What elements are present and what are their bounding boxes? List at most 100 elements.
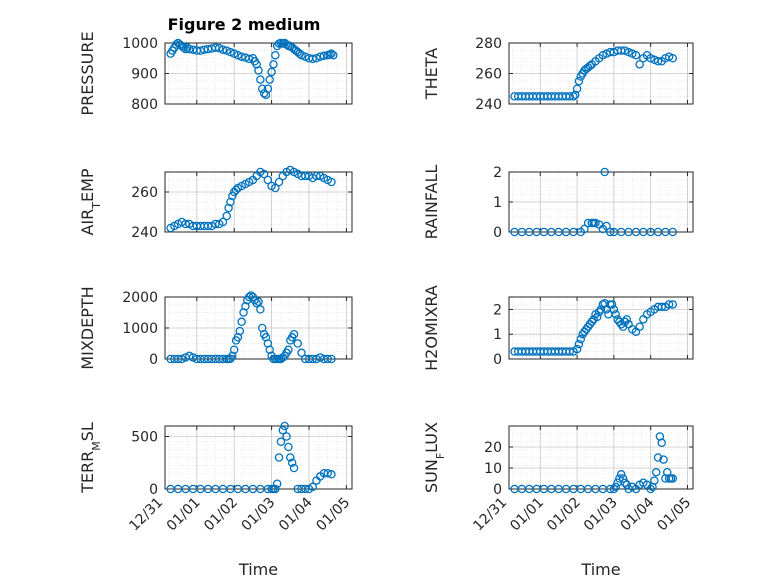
- data-point: [323, 354, 332, 364]
- y-axis-label: H2OMIXRA: [422, 285, 441, 371]
- y-axis-label: RAINFALL: [422, 165, 441, 240]
- data-point: [327, 49, 336, 58]
- y-axis-label: AIRTEMP: [78, 168, 103, 235]
- y-tick-label: 800: [131, 97, 158, 113]
- data-point: [263, 175, 273, 185]
- data-point: [668, 227, 678, 237]
- data-point: [329, 50, 338, 60]
- data-point: [254, 66, 263, 75]
- data-point: [272, 479, 282, 488]
- data-point: [587, 317, 597, 327]
- series-points: [510, 298, 678, 356]
- data-point: [218, 217, 228, 227]
- data-point: [618, 474, 628, 483]
- data-point: [263, 84, 273, 94]
- data-point: [278, 425, 288, 435]
- y-axis-label: TERRMSL: [78, 422, 103, 494]
- data-point: [274, 453, 284, 462]
- data-point: [254, 297, 263, 306]
- y-tick-label: 900: [131, 67, 158, 83]
- y-tick-label: 280: [475, 36, 502, 52]
- data-point: [668, 300, 678, 309]
- data-point: [224, 203, 233, 213]
- data-point: [287, 458, 297, 467]
- y-axis-label: THETA: [422, 48, 441, 100]
- subplot-terr-msl: 0 500 TERRMSL 12/3101/0101/0201/0301/0401/0…: [78, 421, 353, 579]
- axes-box: [508, 296, 694, 360]
- data-point: [228, 191, 237, 201]
- data-point: [185, 351, 194, 361]
- data-point: [635, 322, 644, 332]
- data-point: [211, 219, 220, 229]
- data-point: [226, 197, 235, 207]
- x-tick-label: 12/31: [126, 495, 166, 535]
- data-point: [229, 345, 239, 354]
- data-point: [300, 52, 310, 61]
- subplot-rainfall: 0 1 2 RAINFALL: [422, 165, 694, 241]
- series-points: [166, 291, 336, 364]
- data-point: [271, 50, 280, 60]
- data-point: [183, 43, 192, 52]
- subplot-sun-flux: 0 10 20 SUNFLUX 12/3101/0101/0201/0301/0401/…: [422, 422, 694, 579]
- data-point: [235, 326, 245, 336]
- data-point: [593, 312, 602, 322]
- y-tick-label: 0: [149, 482, 158, 498]
- axes-box: [508, 425, 694, 490]
- series-points: [510, 46, 678, 101]
- data-point: [284, 442, 293, 452]
- data-point: [319, 51, 329, 61]
- data-point: [594, 307, 604, 317]
- data-point: [274, 177, 284, 187]
- data-point: [576, 334, 586, 344]
- x-tick-label: 01/04: [276, 494, 316, 534]
- data-point: [609, 305, 619, 314]
- data-point: [181, 219, 190, 229]
- data-point: [607, 300, 617, 309]
- subplot-air-temp: 240 260 AIRTEMP: [78, 165, 353, 241]
- data-point: [289, 463, 299, 473]
- data-point: [286, 453, 295, 462]
- data-point: [585, 61, 595, 71]
- data-point: [297, 50, 306, 60]
- series-points: [166, 38, 338, 100]
- data-point: [211, 43, 220, 52]
- series-points: [166, 421, 336, 494]
- y-tick-label: 10: [484, 461, 502, 477]
- data-point: [297, 348, 306, 358]
- data-point: [650, 476, 659, 485]
- data-point: [646, 484, 655, 494]
- subplot-theta: 240 260 280 THETA: [422, 36, 694, 113]
- data-point: [203, 221, 213, 231]
- data-point: [657, 438, 666, 448]
- data-point: [222, 211, 231, 221]
- data-point: [657, 302, 666, 312]
- y-tick-label: 260: [475, 67, 502, 83]
- data-point: [271, 484, 280, 494]
- data-point: [611, 310, 620, 319]
- y-axis-label: SUNFLUX: [422, 422, 447, 493]
- data-point: [622, 480, 632, 490]
- y-tick-label: 500: [131, 430, 158, 446]
- data-point: [280, 421, 289, 431]
- data-point: [570, 90, 580, 100]
- data-point: [237, 52, 246, 61]
- data-point: [226, 47, 235, 57]
- data-point: [267, 67, 276, 77]
- data-point: [300, 484, 310, 494]
- data-point: [572, 84, 582, 94]
- data-point: [615, 474, 624, 483]
- series-points: [510, 432, 678, 494]
- data-point: [602, 221, 611, 231]
- x-tick-label: 12/31: [470, 495, 510, 535]
- data-point: [609, 484, 619, 494]
- data-point: [284, 345, 293, 354]
- data-point: [256, 75, 265, 84]
- y-tick-label: 260: [131, 185, 158, 201]
- data-point: [327, 470, 336, 479]
- data-point: [269, 60, 278, 69]
- data-point: [600, 167, 609, 177]
- axes-box: [164, 171, 353, 233]
- y-tick-label: 1: [493, 327, 502, 343]
- data-point: [664, 300, 674, 309]
